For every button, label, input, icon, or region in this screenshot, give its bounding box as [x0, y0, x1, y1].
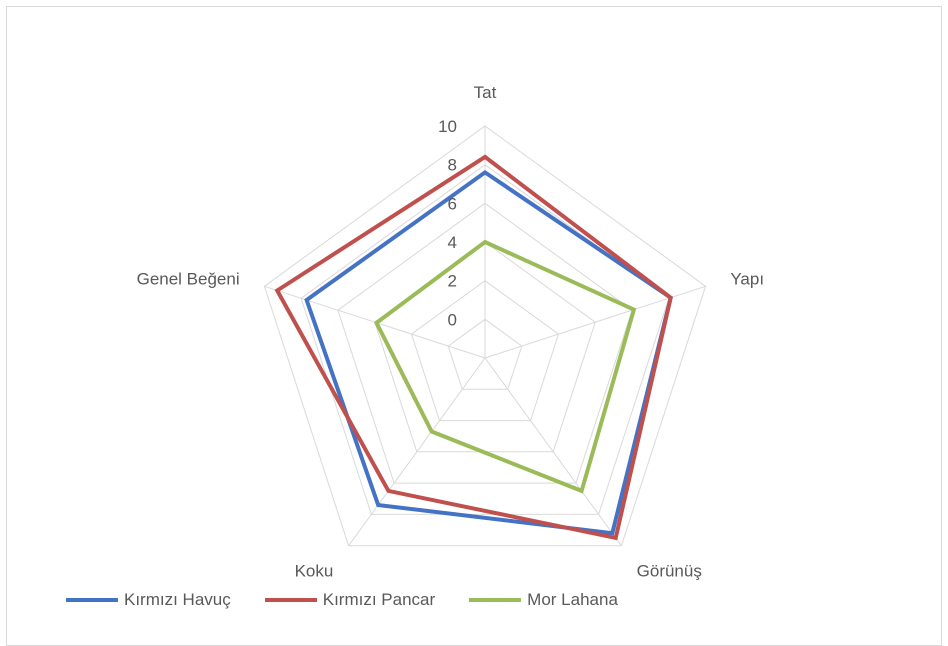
radar-chart: 0 2 4 6 8 10 Tat Yapı Görünüş Koku Genel Beğeni — [137, 83, 764, 581]
grid-ring — [447, 318, 523, 390]
legend-swatch — [66, 598, 118, 602]
legend-item-kirmizi-pancar: Kırmızı Pancar — [264, 590, 436, 610]
grid-spoke — [484, 357, 622, 546]
legend-label: Mor Lahana — [527, 590, 618, 609]
legend-label: Kırmızı Havuç — [124, 590, 231, 609]
axis-labels: Tat Yapı Görünüş Koku Genel Beğeni — [137, 83, 764, 581]
tick-label: 8 — [448, 156, 457, 175]
axis-label: Koku — [295, 562, 334, 581]
series-line-0 — [304, 169, 673, 536]
legend-swatch — [264, 598, 317, 602]
tick-label: 6 — [448, 194, 457, 213]
axis-label: Genel Beğeni — [137, 269, 240, 288]
tick-label: 10 — [438, 117, 457, 136]
chart-area — [6, 6, 942, 646]
grid-ring — [410, 280, 560, 422]
grid-ring — [263, 125, 707, 547]
tick-label: 4 — [448, 233, 457, 252]
legend-item-mor-lahana: Mor Lahana — [469, 590, 618, 610]
series-line-2 — [373, 239, 637, 494]
axis-label: Tat — [474, 83, 497, 102]
grid-spoke — [348, 357, 486, 546]
legend-item-kirmizi-havuc: Kırmızı Havuç — [66, 590, 231, 610]
tick-labels: 0 2 4 6 8 10 — [438, 117, 457, 329]
axis-label: Yapı — [730, 269, 764, 288]
series-layer — [274, 154, 673, 541]
grid-ring — [337, 202, 633, 484]
tick-label: 0 — [448, 310, 457, 329]
axis-label: Görünüş — [637, 562, 702, 581]
legend-swatch — [469, 598, 522, 602]
legend: Kırmızı Havuç Kırmızı Pancar Mor Lahana — [66, 590, 652, 610]
radar-grid — [263, 125, 707, 547]
series-line-1 — [274, 154, 673, 541]
tick-label: 2 — [448, 272, 457, 291]
legend-label: Kırmızı Pancar — [322, 590, 436, 609]
